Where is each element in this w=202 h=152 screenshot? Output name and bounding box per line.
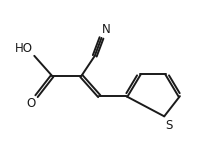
Text: N: N	[101, 23, 110, 36]
Text: S: S	[165, 119, 172, 132]
Text: HO: HO	[15, 42, 33, 55]
Text: O: O	[26, 97, 35, 110]
